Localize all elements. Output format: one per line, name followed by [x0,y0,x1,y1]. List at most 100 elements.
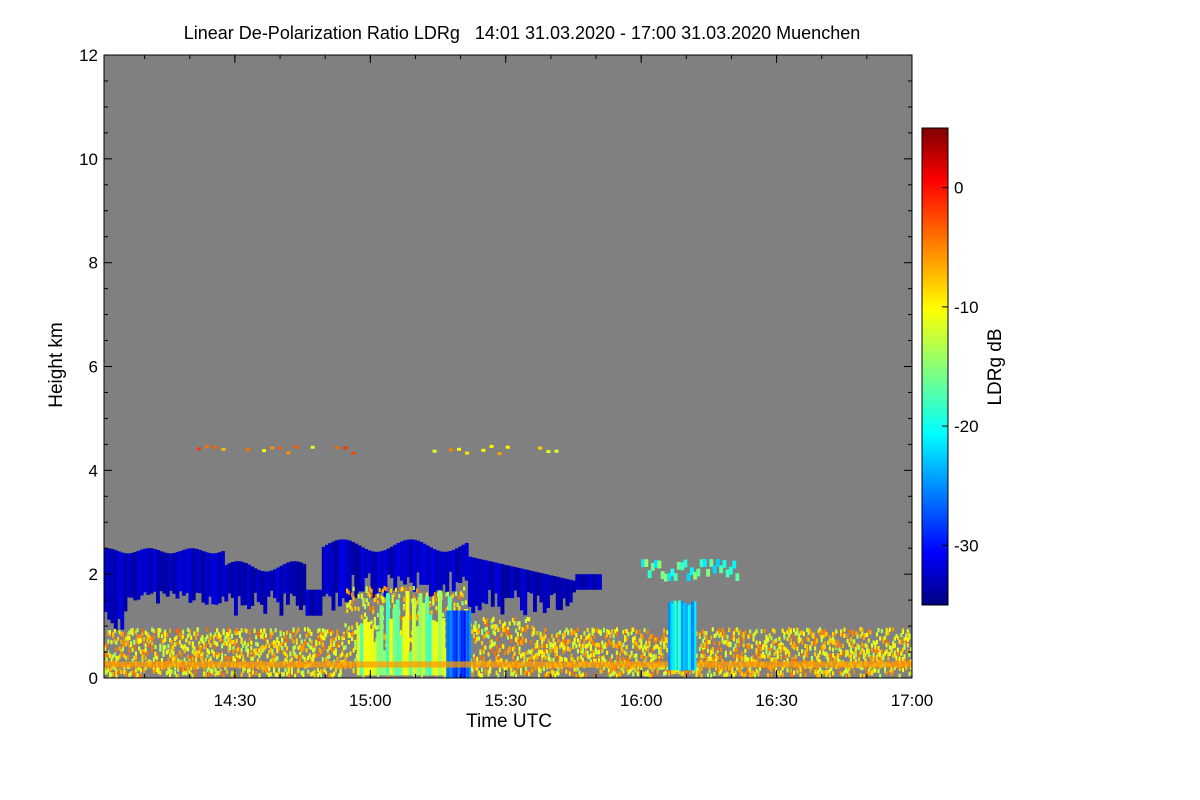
speckle-cell [689,670,692,675]
chart-title: Linear De-Polarization Ratio LDRg 14:01 … [184,23,860,43]
speckle-cell [601,648,604,654]
speckle-cell [869,630,872,635]
cloud-cell [308,589,313,616]
thin-layer-cell [693,571,698,580]
speckle-cell [482,656,485,661]
speckle-cell [336,633,339,638]
speckle-cell [791,633,794,638]
y-tick-label: 0 [89,669,98,688]
speckle-cell [702,649,705,654]
cloud-cell [438,551,443,594]
speckle-cell [638,638,641,643]
column-cell [467,610,470,678]
speckle-cell [624,635,627,640]
speckle-cell [399,587,402,592]
speckle-cell [586,654,589,659]
speckle-cell [888,651,891,656]
speckle-cell [105,652,108,657]
speckle-cell [791,644,794,649]
speckle-cell [723,672,726,677]
speckle-cell [529,650,532,655]
speckle-cell [589,647,592,652]
speckle-cell [755,659,758,664]
speckle-cell [164,645,167,650]
speckle-cell [325,670,328,675]
speckle-cell [154,629,157,634]
speckle-cell [156,655,159,660]
speckle-cell [282,650,285,655]
speckle-cell [328,628,331,633]
speckle-cell [698,658,701,663]
speckle-cell [817,669,820,674]
speckle-cell [339,653,342,658]
cloud-cell [269,570,274,591]
speckle-cell [251,668,254,673]
speckle-cell [349,605,352,610]
speckle-cell [705,631,708,636]
sparse-cell [465,451,470,455]
speckle-cell [758,641,761,646]
cloud-cell [344,539,349,602]
isolated-cloud-cell [682,603,685,671]
speckle-cell [742,656,745,661]
speckle-cell [263,628,266,633]
speckle-cell [737,639,740,644]
speckle-cell [622,649,625,654]
speckle-cell [104,646,107,651]
speckle-cell [602,628,605,633]
fall-streak-cell [369,628,374,676]
speckle-cell [222,639,225,644]
speckle-cell [797,633,800,638]
cloud-cell [152,549,157,592]
speckle-cell [833,641,836,646]
speckle-cell [771,628,774,633]
speckle-cell [861,642,864,647]
speckle-cell [713,634,716,639]
speckle-cell [529,668,532,673]
speckle-cell [323,646,326,651]
speckle-cell [115,647,118,652]
speckle-cell [521,639,524,644]
speckle-cell [656,668,659,673]
speckle-cell [162,652,165,657]
speckle-cell [598,658,601,663]
speckle-cell [372,609,375,614]
speckle-cell [432,596,435,601]
speckle-cell [744,672,747,677]
speckle-cell [591,639,594,644]
speckle-cell [906,629,909,634]
speckle-cell [502,628,505,633]
speckle-cell [208,650,211,655]
speckle-cell [737,642,740,647]
speckle-cell [212,634,215,639]
speckle-cell [302,643,305,648]
speckle-cell [125,672,128,677]
cloud-cell [354,543,359,598]
speckle-cell [576,656,579,661]
speckle-cell [206,653,209,658]
speckle-cell [121,642,124,647]
cloud-cell [185,548,190,593]
speckle-cell [175,641,178,646]
fall-streak-cell [360,623,364,676]
isolated-cloud-cell [692,602,695,671]
speckle-cell [861,631,864,636]
speckle-cell [315,653,318,658]
speckle-cell [734,648,737,653]
speckle-cell [474,625,477,630]
speckle-cell [806,651,809,656]
speckle-cell [299,651,302,656]
cloud-cell [481,559,485,603]
speckle-cell [258,653,261,659]
speckle-cell [307,627,310,632]
speckle-cell [901,656,904,662]
speckle-cell [651,633,654,639]
cloud-cell [549,575,554,596]
speckle-cell [898,656,901,661]
speckle-cell [510,635,513,640]
speckle-cell [458,595,461,600]
cloud-cell [328,543,333,597]
speckle-cell [885,649,888,654]
speckle-cell [734,643,737,648]
speckle-cell [160,658,163,663]
